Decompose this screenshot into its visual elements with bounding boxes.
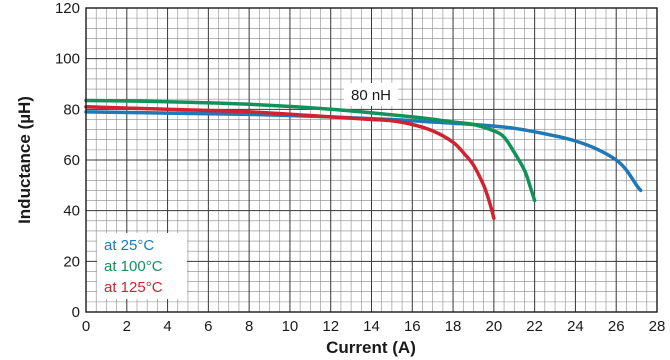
x-tick-label: 10 — [282, 318, 299, 335]
x-tick-label: 0 — [82, 318, 90, 335]
annotation-80nh: 80 nH — [344, 83, 398, 106]
x-tick-label: 20 — [486, 318, 503, 335]
plot-frame — [85, 7, 658, 313]
x-tick-label: 28 — [649, 318, 666, 335]
annotation-label: 80 nH — [351, 87, 391, 104]
legend-entry-2: at 125°C — [104, 279, 163, 296]
y-tick-label: 100 — [55, 51, 80, 68]
legend: at 25°C at 100°C at 125°C — [97, 233, 187, 299]
series-line-2 — [84, 105, 496, 221]
y-axis-title: Inductance (µH) — [15, 96, 34, 224]
x-tick-label: 8 — [245, 318, 253, 335]
x-axis-title: Current (A) — [326, 338, 416, 357]
legend-box — [97, 233, 187, 299]
legend-entry-1: at 100°C — [104, 258, 163, 275]
x-tick-label: 18 — [445, 318, 462, 335]
x-tick-label: 2 — [123, 318, 131, 335]
annotation-box — [344, 83, 398, 106]
x-tick-label: 22 — [526, 318, 543, 335]
y-tick-label: 80 — [63, 101, 80, 118]
x-tick-label: 26 — [608, 318, 625, 335]
y-tick-label: 20 — [63, 253, 80, 270]
x-tick-label: 4 — [163, 318, 171, 335]
y-tick-label: 120 — [55, 0, 80, 17]
x-tick-labels: 0 2 4 6 8 10 12 14 16 18 20 22 24 26 28 — [82, 318, 666, 335]
y-tick-label: 60 — [63, 152, 80, 169]
series-line-0 — [84, 110, 643, 193]
x-tick-label: 14 — [363, 318, 380, 335]
x-tick-label: 16 — [404, 318, 421, 335]
x-tick-label: 6 — [204, 318, 212, 335]
legend-entry-0: at 25°C — [104, 237, 154, 254]
series-lines — [84, 98, 643, 221]
x-tick-label: 12 — [322, 318, 339, 335]
y-tick-label: 0 — [72, 304, 80, 321]
y-tick-labels: 0 20 40 60 80 100 120 — [55, 0, 80, 321]
x-tick-label: 24 — [567, 318, 584, 335]
y-tick-label: 40 — [63, 203, 80, 220]
series-line-1 — [84, 98, 537, 203]
